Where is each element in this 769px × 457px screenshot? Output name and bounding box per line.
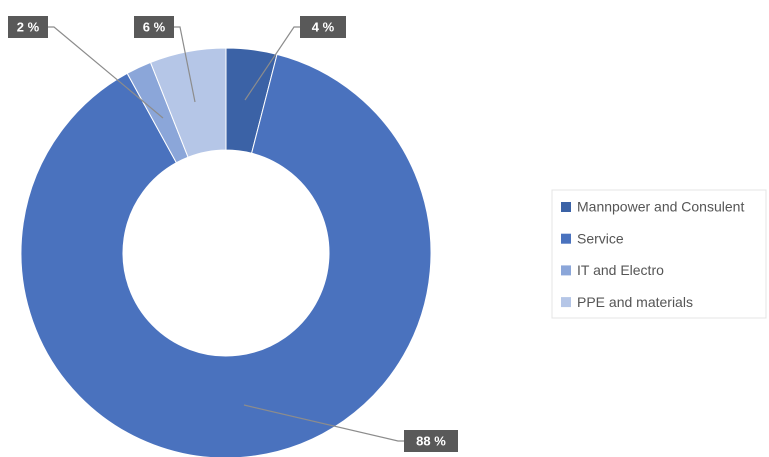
donut-segment	[149, 47, 227, 158]
legend-label: PPE and materials	[577, 294, 693, 310]
label-box	[404, 430, 458, 452]
legend-swatch	[561, 265, 571, 276]
label-box	[300, 16, 346, 38]
legend-box	[551, 189, 767, 319]
data-label: 6 %	[143, 19, 166, 34]
leader-line	[48, 26, 164, 119]
legend-label: IT and Electro	[577, 262, 664, 278]
legend-swatch	[561, 297, 571, 308]
data-label: 4 %	[312, 19, 335, 34]
leader-line	[244, 26, 300, 101]
label-box	[134, 16, 174, 38]
data-label: 88 %	[416, 433, 446, 448]
legend-swatch	[561, 202, 571, 212]
leader-line	[174, 26, 196, 103]
label-box	[8, 16, 48, 38]
legend-label: Mannpower and Consulent	[577, 199, 744, 215]
data-label: 2 %	[17, 19, 40, 34]
legend-swatch	[561, 233, 571, 244]
legend-label: Service	[577, 230, 624, 246]
donut-segment	[20, 53, 432, 457]
leader-line	[243, 404, 404, 442]
